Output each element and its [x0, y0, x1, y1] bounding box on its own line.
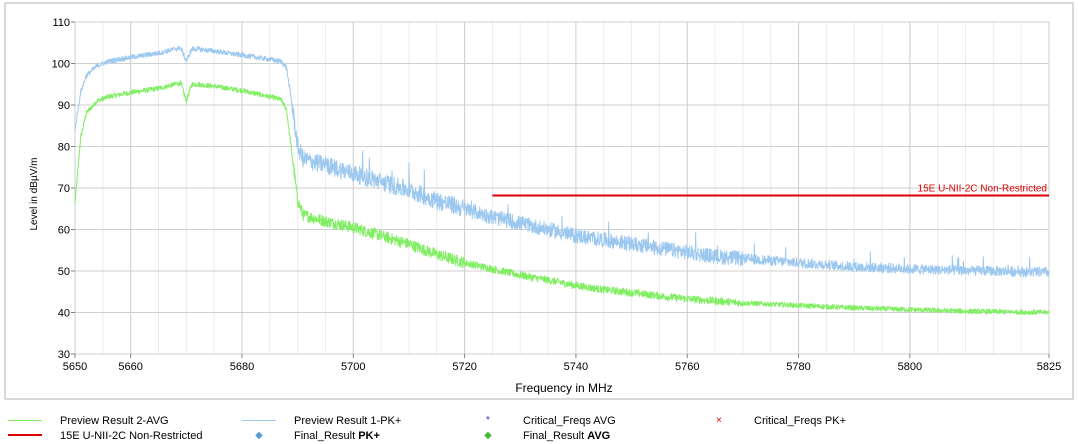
x-tick-label: 5680	[230, 361, 254, 373]
y-tick-label: 60	[58, 225, 70, 237]
x-tick-label: 5720	[452, 361, 476, 373]
x-tick-label: 5660	[118, 361, 142, 373]
diamond-icon: ◆	[484, 430, 492, 441]
y-axis-label: Level in dBµV/m	[29, 157, 40, 230]
y-tick-label: 70	[58, 183, 70, 195]
chart-svg: 15E U-NII-2C Non-Restricted 30 40 50 60 70 80…	[4, 2, 1074, 400]
legend-label-final-avg-prefix: Final_Result	[523, 429, 588, 442]
limit-line-label: 15E U-NII-2C Non-Restricted	[918, 183, 1047, 194]
legend-label-critical-pk: Critical_Freqs PK+	[754, 414, 847, 427]
y-tick-label: 110	[52, 17, 70, 29]
x-tick-label: 5650	[63, 361, 87, 373]
x-tick-label: 5740	[564, 361, 588, 373]
legend-marker-critical-pk: ×	[694, 413, 744, 428]
x-tick-label: 5800	[898, 361, 922, 373]
x-axis-label: Frequency in MHz	[515, 381, 612, 395]
legend-marker-critical-avg: *	[463, 413, 513, 428]
legend-item-critical-pk: × Critical_Freqs PK+	[694, 413, 846, 428]
legend-label-final-pk-bold: PK+	[358, 429, 380, 442]
star-icon: *	[486, 415, 490, 426]
grid-layer	[74, 21, 1050, 355]
axis-layer: 30 40 50 60 70 80 90 100 110 5650 5660 5680 5700 5720…	[52, 17, 1062, 373]
legend-item-preview-avg: Preview Result 2-AVG	[0, 413, 169, 428]
legend-item-limit-line: 15E U-NII-2C Non-Restricted	[0, 428, 202, 443]
legend-label-final-pk: Final_Result PK+	[294, 430, 380, 442]
y-tick-label: 30	[58, 349, 70, 361]
legend-item-final-avg: ◆ Final_Result AVG	[463, 428, 610, 443]
diamond-icon: ◆	[255, 430, 263, 441]
legend: Preview Result 2-AVG Preview Result 1-PK…	[0, 413, 1078, 444]
series-layer: 15E U-NII-2C Non-Restricted	[74, 45, 1050, 316]
legend-line-preview-pk	[234, 413, 284, 428]
x-tick-label: 5760	[675, 361, 699, 373]
legend-label-preview-avg: Preview Result 2-AVG	[60, 414, 169, 427]
legend-label-final-avg: Final_Result AVG	[523, 430, 610, 442]
x-tick-label: 5780	[786, 361, 810, 373]
legend-label-final-avg-bold: AVG	[587, 429, 611, 442]
cross-icon: ×	[716, 415, 722, 426]
x-tick-label: 5700	[341, 361, 365, 373]
legend-marker-final-pk: ◆	[234, 428, 284, 443]
y-tick-label: 40	[58, 308, 70, 320]
series-line-preview-pk	[74, 45, 1050, 278]
y-tick-label: 80	[58, 142, 70, 154]
y-tick-label: 90	[58, 100, 70, 112]
legend-item-preview-pk: Preview Result 1-PK+	[234, 413, 401, 428]
legend-label-final-pk-prefix: Final_Result	[294, 429, 359, 442]
legend-item-critical-avg: * Critical_Freqs AVG	[463, 413, 616, 428]
legend-label-limit: 15E U-NII-2C Non-Restricted	[60, 429, 203, 442]
legend-item-final-pk: ◆ Final_Result PK+	[234, 428, 380, 443]
legend-line-limit	[0, 428, 50, 443]
series-line-preview-avg	[74, 80, 1050, 316]
legend-label-critical-avg: Critical_Freqs AVG	[523, 414, 616, 427]
y-tick-label: 100	[52, 59, 70, 71]
legend-line-preview-avg	[0, 413, 50, 428]
legend-marker-final-avg: ◆	[463, 428, 513, 443]
y-tick-label: 50	[58, 266, 70, 278]
legend-label-preview-pk: Preview Result 1-PK+	[294, 414, 402, 427]
x-tick-label: 5825	[1037, 361, 1061, 373]
